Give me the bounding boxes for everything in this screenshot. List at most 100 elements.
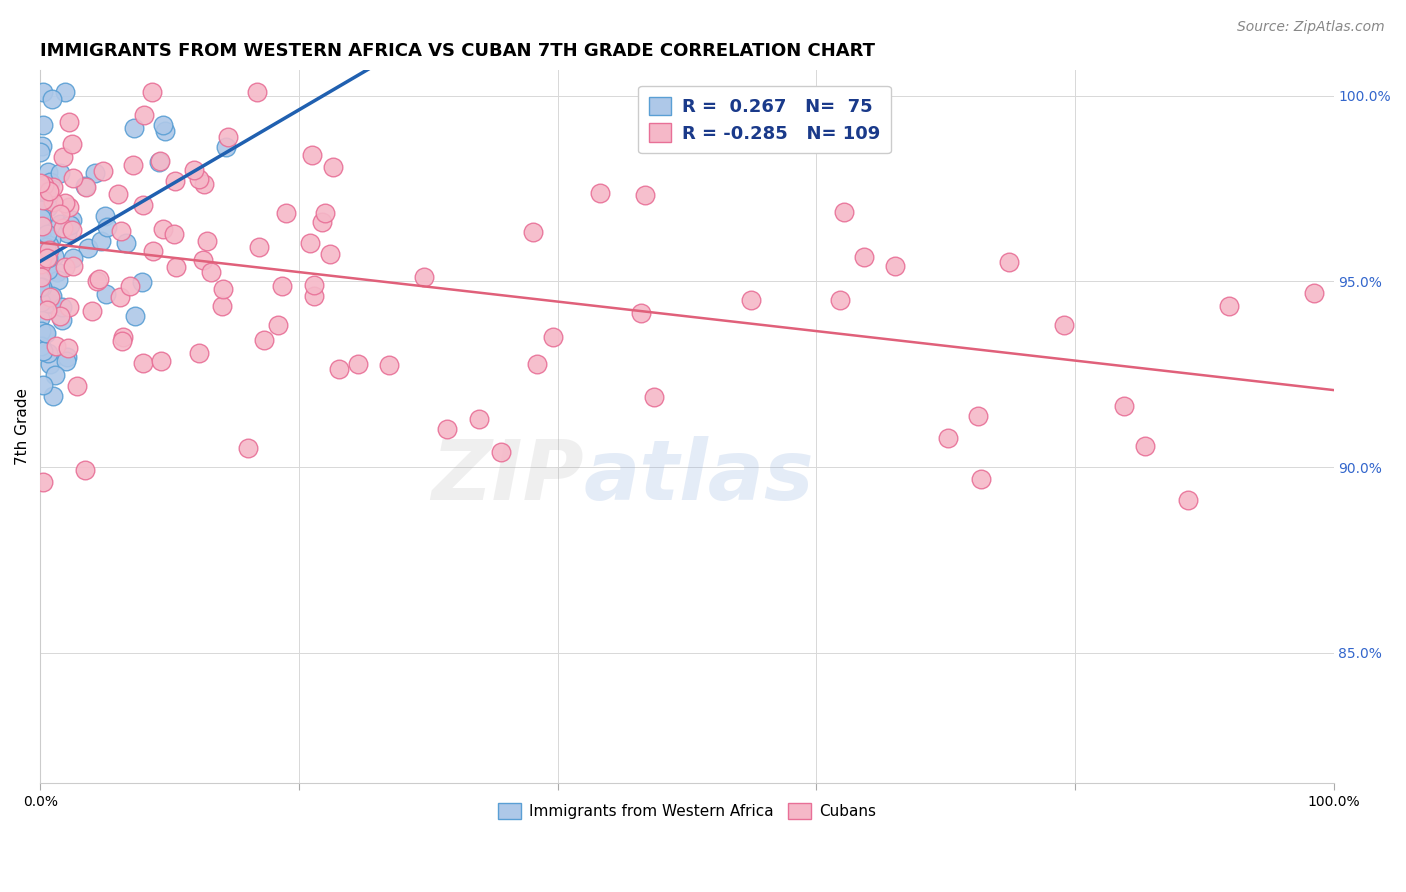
Point [37, 165, 59, 179]
Point [163, 174, 186, 188]
Point [328, 362, 350, 376]
Point [32, 85, 55, 99]
Point [32, 343, 55, 358]
Point [30, 189, 52, 203]
Point [468, 412, 491, 426]
Point [53, 260, 76, 274]
Point [60, 137, 83, 152]
Point [30, 227, 52, 241]
Point [53, 195, 76, 210]
Point [75, 463, 97, 477]
Point [44, 368, 66, 383]
Point [30, 280, 52, 294]
Point [832, 204, 855, 219]
Point [122, 158, 145, 172]
Point [35, 302, 58, 317]
Point [30, 251, 52, 265]
Point [298, 235, 321, 250]
Point [48, 309, 70, 323]
Point [90, 234, 112, 248]
Point [30, 176, 52, 190]
Legend: Immigrants from Western Africa, Cubans: Immigrants from Western Africa, Cubans [492, 797, 882, 825]
Point [1218, 299, 1240, 313]
Point [55, 354, 77, 368]
Point [302, 277, 325, 292]
Point [141, 85, 163, 99]
Point [489, 445, 512, 459]
Point [148, 154, 170, 169]
Point [436, 422, 458, 436]
Point [38, 290, 60, 304]
Point [31, 219, 53, 233]
Point [38, 184, 60, 198]
Point [883, 260, 905, 274]
Point [131, 276, 153, 290]
Point [274, 206, 297, 220]
Point [34, 326, 56, 341]
Point [94, 209, 117, 223]
Point [31, 280, 53, 294]
Point [1177, 493, 1199, 508]
Point [319, 246, 342, 260]
Point [86, 274, 108, 288]
Point [107, 187, 129, 202]
Point [31, 377, 53, 392]
Point [187, 346, 209, 360]
Point [49, 166, 72, 180]
Point [34, 185, 56, 199]
Point [111, 330, 134, 344]
Point [247, 240, 270, 254]
Point [217, 130, 239, 145]
Point [55, 350, 77, 364]
Point [53, 85, 76, 99]
Point [183, 162, 205, 177]
Text: atlas: atlas [583, 436, 814, 516]
Point [134, 108, 156, 122]
Point [266, 318, 288, 333]
Point [634, 188, 657, 202]
Point [62, 251, 84, 265]
Point [62, 170, 84, 185]
Point [124, 309, 146, 323]
Point [60, 223, 83, 237]
Point [853, 250, 876, 264]
Point [58, 300, 80, 314]
Point [35, 326, 58, 341]
Point [62, 260, 84, 274]
Point [165, 260, 187, 274]
Point [1053, 318, 1076, 332]
Point [236, 442, 259, 456]
Point [30, 145, 52, 159]
Point [149, 154, 172, 169]
Point [45, 339, 67, 353]
Point [30, 339, 52, 353]
Point [45, 265, 67, 279]
Point [1112, 399, 1135, 413]
Point [30, 182, 52, 196]
Point [211, 299, 233, 313]
Point [131, 356, 153, 370]
Point [59, 218, 82, 232]
Point [153, 124, 176, 138]
Point [38, 243, 60, 257]
Point [31, 139, 53, 153]
Point [32, 193, 55, 207]
Point [30, 261, 52, 276]
Point [37, 263, 59, 277]
Y-axis label: 7th Grade: 7th Grade [15, 388, 30, 465]
Point [35, 252, 58, 266]
Point [30, 271, 52, 285]
Point [39, 232, 62, 246]
Point [188, 172, 211, 186]
Point [49, 218, 72, 232]
Point [56, 226, 79, 240]
Point [643, 390, 665, 404]
Point [1303, 285, 1326, 300]
Point [31, 475, 53, 489]
Point [60, 213, 83, 227]
Point [46, 273, 69, 287]
Point [58, 201, 80, 215]
Point [52, 150, 75, 164]
Point [30, 324, 52, 338]
Point [246, 85, 269, 99]
